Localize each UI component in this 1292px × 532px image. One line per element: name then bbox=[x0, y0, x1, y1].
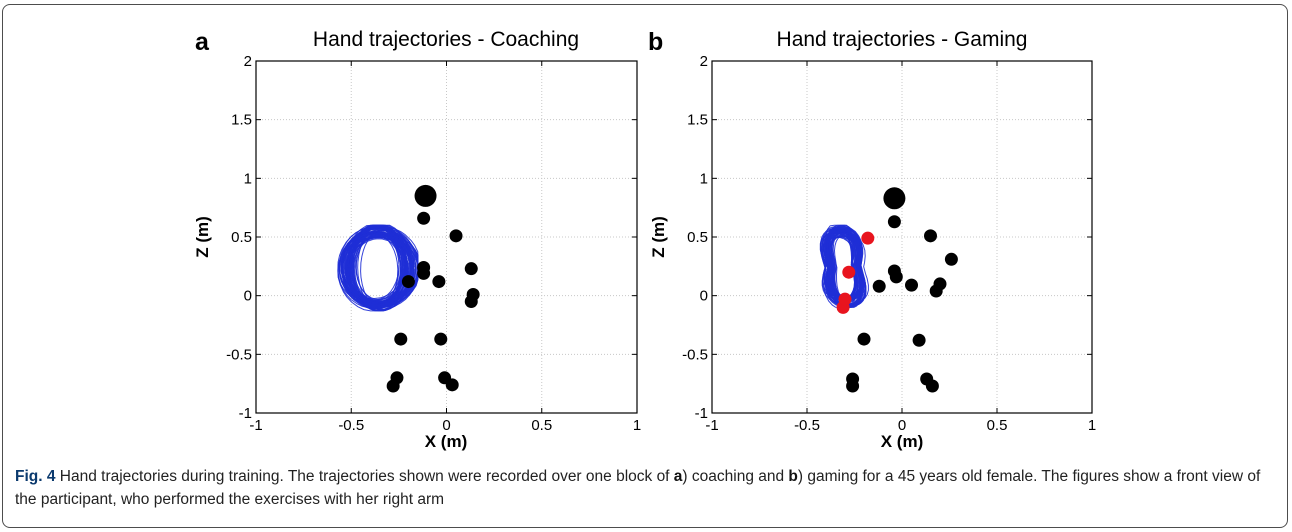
chart-panel-b: -1 -0.5 0 0.5 1 -1 -0.5 0 0.5 1 1.5 2 b Hand trajecto… bbox=[648, 28, 1096, 451]
target-marker bbox=[842, 265, 856, 279]
hand-trajectory-path bbox=[830, 232, 863, 301]
x-axis-label: X (m) bbox=[881, 432, 924, 451]
hand-trajectory-path bbox=[338, 226, 409, 307]
x-tick-label: 1 bbox=[633, 417, 641, 434]
y-tick-label: 1.5 bbox=[231, 112, 252, 129]
y-tick-label: 0 bbox=[244, 288, 252, 305]
body-joint-marker bbox=[872, 279, 886, 293]
x-axis-label: X (m) bbox=[425, 432, 468, 451]
x-tick-label: -0.5 bbox=[794, 417, 820, 434]
caption-text-3: ) gaming for a 45 years old female. The … bbox=[15, 468, 1261, 508]
hand-trajectory-path bbox=[345, 227, 412, 306]
y-axis-label: Z (m) bbox=[193, 216, 212, 258]
x-tick-label: 1 bbox=[1088, 417, 1096, 434]
y-tick-label: 2 bbox=[244, 53, 252, 70]
hand-trajectory-path bbox=[344, 232, 419, 303]
y-tick-label: 1 bbox=[244, 170, 252, 187]
body-joint-marker bbox=[925, 379, 939, 393]
caption-label: Fig. 4 bbox=[15, 468, 56, 485]
body-joint-marker bbox=[905, 278, 918, 292]
y-tick-label: 1.5 bbox=[687, 112, 708, 129]
body-joint-marker bbox=[401, 275, 415, 289]
body-joint-marker bbox=[887, 215, 901, 229]
hand-trajectory-path bbox=[826, 232, 869, 305]
hand-trajectory-path bbox=[831, 229, 857, 298]
x-tick-label: -1 bbox=[249, 417, 262, 434]
figure-frame bbox=[2, 4, 1288, 528]
caption-ref-a: a bbox=[673, 468, 683, 485]
y-tick-label: 0 bbox=[700, 288, 708, 305]
y-axis-label: Z (m) bbox=[649, 216, 668, 258]
y-tick-label: 2 bbox=[700, 53, 708, 70]
y-tick-label: 0.5 bbox=[687, 229, 708, 246]
hand-trajectory-path bbox=[832, 228, 863, 308]
x-tick-label: 0.5 bbox=[987, 417, 1008, 434]
body-joint-marker bbox=[857, 332, 871, 346]
body-joint-head bbox=[414, 184, 437, 207]
body-joint-marker bbox=[434, 332, 448, 346]
body-joint-marker bbox=[417, 266, 431, 280]
x-tick-label: -0.5 bbox=[338, 417, 364, 434]
body-joint-marker bbox=[386, 379, 400, 393]
caption-text-1: Hand trajectories during training. The t… bbox=[55, 468, 674, 485]
body-joint-marker bbox=[432, 275, 446, 289]
target-marker bbox=[838, 292, 852, 306]
body-joint-marker bbox=[449, 229, 463, 243]
body-joint-marker bbox=[944, 252, 958, 266]
x-tick-label: 0 bbox=[442, 417, 450, 434]
body-joint-marker bbox=[924, 229, 937, 243]
x-tick-label: -1 bbox=[705, 417, 718, 434]
chart-title: Hand trajectories - Coaching bbox=[313, 28, 579, 51]
body-joint-marker bbox=[929, 284, 943, 298]
body-joint-marker bbox=[464, 262, 478, 276]
body-joint-marker bbox=[394, 332, 408, 346]
y-tick-label: -1 bbox=[695, 405, 708, 422]
x-tick-label: 0 bbox=[898, 417, 906, 434]
body-joint-head bbox=[883, 187, 906, 210]
figure-caption: Fig. 4 Hand trajectories during training… bbox=[15, 465, 1270, 511]
panel-letter: a bbox=[195, 28, 210, 56]
y-tick-label: -1 bbox=[239, 405, 252, 422]
caption-ref-b: b bbox=[788, 468, 798, 485]
x-tick-label: 0.5 bbox=[531, 417, 552, 434]
body-joint-marker bbox=[445, 378, 459, 392]
hand-trajectory-path bbox=[355, 232, 404, 302]
y-tick-label: 0.5 bbox=[231, 229, 252, 246]
hand-trajectory-path bbox=[350, 229, 412, 308]
chart-panel-a: -1 -0.5 0 0.5 1 -1 -0.5 0 0.5 1 1.5 2 a Hand trajecto… bbox=[193, 28, 641, 451]
caption-text-2: ) coaching and bbox=[682, 468, 789, 485]
target-marker bbox=[861, 231, 875, 245]
body-joint-marker bbox=[417, 211, 431, 225]
y-tick-label: 1 bbox=[700, 170, 708, 187]
chart-title: Hand trajectories - Gaming bbox=[777, 28, 1028, 51]
y-tick-label: -0.5 bbox=[226, 346, 252, 363]
hand-trajectory-path bbox=[827, 234, 857, 304]
y-tick-label: -0.5 bbox=[682, 346, 708, 363]
body-joint-marker bbox=[912, 333, 926, 347]
body-joint-marker bbox=[889, 270, 903, 284]
body-joint-marker bbox=[464, 295, 478, 309]
hand-trajectory-path bbox=[337, 233, 410, 309]
panel-letter: b bbox=[648, 28, 663, 56]
body-joint-marker bbox=[846, 379, 860, 393]
